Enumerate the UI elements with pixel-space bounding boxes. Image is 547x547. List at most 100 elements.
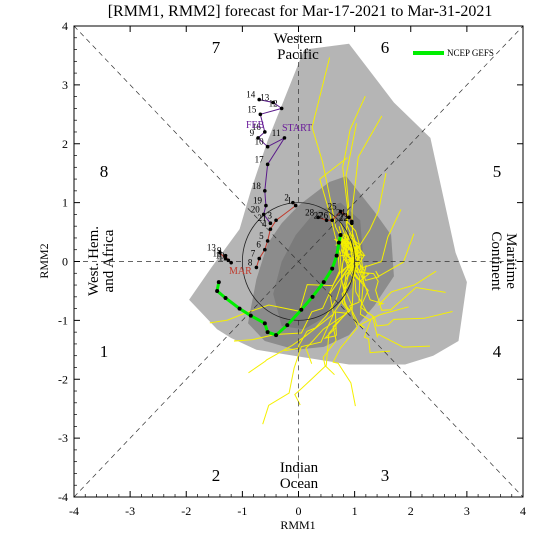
observed-day-label: 12 [269, 98, 278, 108]
observed-day-label: 10 [255, 137, 265, 147]
ensemble-member-line [319, 157, 358, 275]
observed-day-point [256, 136, 260, 140]
gefs-point [237, 306, 242, 311]
x-axis-label: RMM1 [280, 518, 315, 532]
observed-day-point [263, 189, 267, 193]
legend-label-gefs: NCEP GEFS [447, 48, 494, 58]
observed-day-label: 13 [207, 243, 217, 253]
observed-day-point [338, 209, 343, 214]
observed-day-point [263, 130, 267, 134]
observed-day-label: 19 [253, 196, 263, 206]
gefs-point [223, 296, 228, 301]
observed-day-point [293, 203, 298, 208]
observed-day-label: 12 [213, 249, 222, 259]
ensemble-member-line [233, 232, 353, 342]
observed-day-label: 3 [268, 210, 273, 220]
annotation-start: START [282, 123, 312, 134]
gefs-point [330, 266, 335, 271]
observed-day-point [263, 247, 267, 252]
gefs-point [285, 323, 290, 328]
region-west-hem-1: West. Hem. [86, 226, 102, 296]
observed-day-label: 7 [251, 249, 256, 259]
ensemble-member-line [322, 231, 361, 376]
observed-day-point [291, 200, 295, 205]
gefs-point [248, 313, 253, 318]
observed-day-point [264, 203, 268, 208]
x-tick-label: 4 [520, 504, 526, 518]
x-tick-label: 0 [296, 504, 302, 518]
observed-day-point [282, 136, 287, 140]
y-axis-label: RMM2 [37, 243, 51, 278]
ensemble-member-line [335, 173, 387, 282]
region-maritime-1: Maritime [503, 233, 519, 289]
observed-day-label: 2 [284, 193, 289, 203]
gefs-point [274, 333, 279, 338]
phase-4-label: 4 [493, 342, 502, 361]
observed-day-point [316, 215, 320, 220]
observed-day-point [223, 256, 228, 261]
observed-day-point [350, 221, 354, 226]
phase-2-label: 2 [212, 466, 221, 485]
region-western-pacific-2: Pacific [277, 47, 319, 63]
gefs-point [336, 240, 341, 245]
x-tick-label: -1 [237, 504, 247, 518]
y-tick-label: 0 [62, 255, 68, 269]
phase-7-label: 7 [212, 38, 221, 57]
observed-day-point [279, 106, 284, 111]
observed-day-label: 17 [255, 154, 265, 164]
observed-day-point [254, 265, 259, 270]
gefs-point [215, 288, 220, 293]
gefs-point [265, 330, 270, 335]
y-tick-label: -2 [58, 372, 68, 386]
observed-day-label: 27 [314, 210, 324, 220]
y-tick-label: -1 [58, 313, 68, 327]
observed-day-point [257, 97, 262, 102]
unit-circle [241, 202, 356, 321]
observed-day-label: 10 [215, 250, 225, 260]
x-tick-label: 1 [352, 504, 358, 518]
observed-day-point [265, 162, 270, 167]
observed-day-point [324, 218, 329, 223]
phase-1-label: 1 [100, 342, 109, 361]
y-tick-label: -4 [58, 490, 68, 504]
phase-3-label: 3 [381, 466, 390, 485]
x-tick-label: -3 [125, 504, 135, 518]
gefs-point [310, 294, 315, 299]
observed-day-label: 9 [250, 128, 255, 138]
ensemble-member-line [344, 244, 409, 329]
region-indian-ocean-1: Indian [280, 460, 319, 476]
observed-day-label: 24 [336, 207, 346, 217]
gefs-track [215, 233, 343, 338]
observed-day-point [265, 144, 270, 149]
phase-5-label: 5 [493, 162, 502, 181]
chart-title: [RMM1, RMM2] forecast for Mar-17-2021 to… [108, 3, 493, 20]
x-tick-label: -4 [69, 504, 79, 518]
gefs-point [338, 233, 343, 238]
y-tick-label: 4 [62, 19, 68, 33]
region-western-pacific-1: Western [274, 31, 323, 47]
observed-day-label: 16 [252, 122, 262, 132]
observed-day-point [258, 112, 263, 117]
observed-day-label: 28 [305, 207, 315, 217]
observed-day-label: 6 [256, 240, 261, 250]
x-tick-label: 3 [464, 504, 470, 518]
region-indian-ocean-2: Ocean [280, 476, 319, 492]
ensemble-member-line [262, 243, 359, 425]
observed-day-point [218, 250, 222, 255]
gefs-line [215, 234, 343, 337]
phase-reference-lines [73, 25, 524, 498]
phase-6-label: 6 [381, 38, 390, 57]
observed-day-point [268, 221, 273, 226]
annotation-mar: MAR [229, 266, 252, 277]
ensemble-member-line [345, 219, 415, 282]
gefs-point [321, 280, 326, 285]
y-tick-label: -3 [58, 431, 68, 445]
observed-day-label: 13 [260, 93, 270, 103]
observed-day-label: 22 [339, 213, 348, 223]
x-tick-label: -2 [181, 504, 191, 518]
observed-day-point [347, 215, 351, 220]
observed-day-point [229, 260, 233, 265]
